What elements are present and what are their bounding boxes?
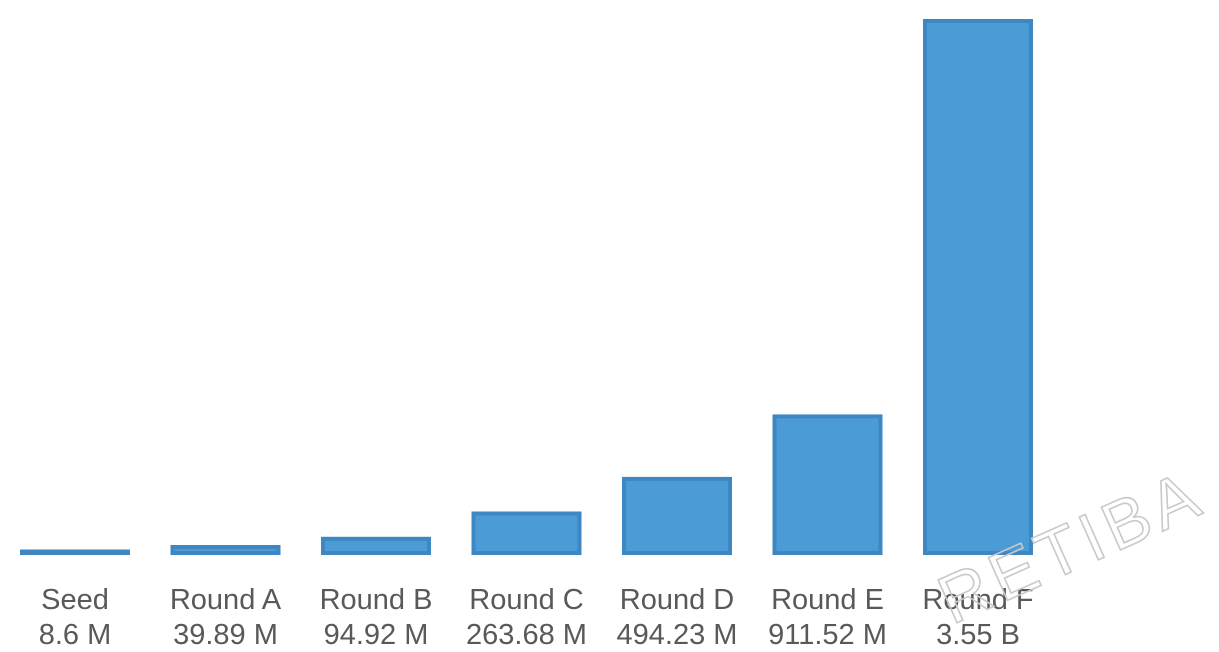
bar-round-f bbox=[923, 19, 1033, 555]
value-label: 94.92 M bbox=[324, 619, 429, 651]
bar-round-b bbox=[321, 536, 431, 555]
category-label: Round E bbox=[771, 584, 884, 616]
category-label: Round F bbox=[922, 584, 1033, 616]
value-label: 3.55 B bbox=[936, 619, 1020, 651]
bar-round-c bbox=[471, 511, 582, 555]
value-label: 8.6 M bbox=[39, 619, 112, 651]
category-label: Round B bbox=[320, 584, 433, 616]
value-label: 494.23 M bbox=[617, 619, 738, 651]
bar-round-e bbox=[772, 414, 883, 555]
category-label: Round D bbox=[620, 584, 734, 616]
value-label: 39.89 M bbox=[173, 619, 278, 651]
bar-round-a bbox=[170, 545, 281, 555]
value-label: 263.68 M bbox=[466, 619, 587, 651]
category-label: Round A bbox=[170, 584, 282, 616]
category-axis-labels: Seed Round A Round B Round C Round D Round E R… bbox=[41, 584, 1033, 616]
bar-series bbox=[20, 19, 1033, 555]
value-label: 911.52 M bbox=[768, 619, 887, 651]
category-label: Round C bbox=[469, 584, 583, 616]
category-label: Seed bbox=[41, 584, 109, 616]
value-axis-labels: 8.6 M 39.89 M 94.92 M 263.68 M 494.23 M 911.5… bbox=[39, 619, 1020, 651]
bar-round-d bbox=[622, 476, 732, 555]
bar-seed bbox=[20, 549, 130, 555]
